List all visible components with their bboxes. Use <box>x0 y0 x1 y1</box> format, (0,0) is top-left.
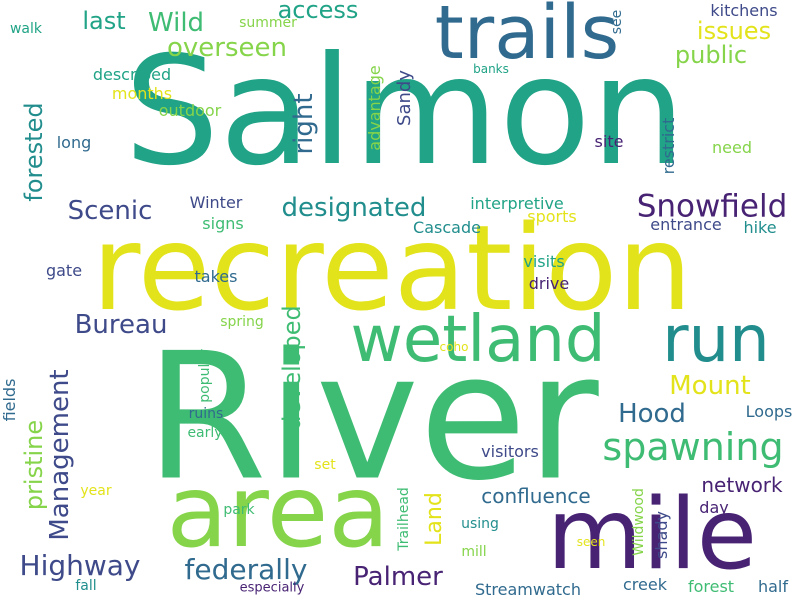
word-spawning: spawning <box>602 425 784 469</box>
word-wild: Wild <box>147 8 205 38</box>
word-popular: popular <box>197 349 213 403</box>
word-set: set <box>314 457 336 473</box>
word-park: park <box>223 502 255 518</box>
word-half: half <box>757 577 789 596</box>
word-scenic: Scenic <box>67 196 153 226</box>
word-fields: fields <box>0 378 19 422</box>
word-visits: visits <box>523 252 565 271</box>
word-hike: hike <box>743 218 777 237</box>
word-issues: issues <box>696 17 772 45</box>
word-especially: especially <box>239 580 305 596</box>
word-designated: designated <box>281 193 427 223</box>
word-outdoor: outdoor <box>158 101 222 120</box>
word-drive: drive <box>528 274 570 293</box>
word-forest: forest <box>687 577 735 596</box>
word-palmer: Palmer <box>353 562 443 592</box>
word-advantage: advantage <box>365 65 384 151</box>
word-loops: Loops <box>745 402 793 421</box>
word-restrict: restrict <box>659 117 678 175</box>
word-bureau: Bureau <box>74 310 168 340</box>
word-wildwood: Wildwood <box>631 488 647 556</box>
word-cascade: Cascade <box>413 218 481 237</box>
word-highway: Highway <box>19 549 141 582</box>
word-kitchens: kitchens <box>710 1 778 20</box>
word-salmon: Salmon <box>124 25 686 199</box>
word-ruins: ruins <box>188 406 224 422</box>
word-need: need <box>712 138 752 157</box>
word-recreation: recreation <box>91 199 693 337</box>
word-mile: mile <box>546 478 758 592</box>
word-day: day <box>699 498 729 517</box>
word-creek: creek <box>623 575 667 594</box>
word-trails: trails <box>434 0 620 76</box>
word-signs: signs <box>202 214 244 233</box>
word-federally: federally <box>184 553 308 586</box>
word-streamwatch: Streamwatch <box>475 580 581 599</box>
word-hood: Hood <box>618 399 686 429</box>
word-run: run <box>662 303 770 377</box>
word-described: described <box>92 65 172 84</box>
word-interpretive: interpretive <box>470 194 564 213</box>
word-fall: fall <box>75 578 97 594</box>
word-confluence: confluence <box>481 484 591 508</box>
word-long: long <box>56 133 92 152</box>
word-early: early <box>187 425 223 441</box>
word-developed: developed <box>278 305 306 431</box>
word-forested: forested <box>20 102 48 202</box>
word-land: Land <box>422 492 447 546</box>
word-seen: seen <box>576 535 606 549</box>
word-network: network <box>701 473 783 497</box>
word-coho: coho <box>439 340 469 354</box>
word-area: area <box>166 453 390 570</box>
word-public: public <box>674 41 748 69</box>
word-walk: walk <box>9 21 43 37</box>
word-year: year <box>80 483 112 499</box>
word-river: River <box>145 316 599 520</box>
word-spring: spring <box>220 314 264 330</box>
word-entrance: entrance <box>650 215 722 234</box>
word-last: last <box>82 7 126 35</box>
word-gate: gate <box>45 261 83 280</box>
word-snowfield: Snowfield <box>636 188 788 225</box>
word-sports: sports <box>527 207 577 226</box>
word-months: months <box>111 84 173 103</box>
word-using: using <box>461 516 499 532</box>
word-winter: Winter <box>189 193 243 212</box>
word-wetland: wetland <box>350 303 606 377</box>
word-access: access <box>277 0 359 24</box>
word-pristine: pristine <box>20 419 48 511</box>
word-summer: summer <box>239 15 297 31</box>
word-takes: takes <box>194 267 238 286</box>
word-overseen: overseen <box>167 33 287 63</box>
word-see: see <box>609 9 625 35</box>
word-visitors: visitors <box>481 442 539 461</box>
word-mill: mill <box>461 544 487 560</box>
word-management: Management <box>45 369 75 541</box>
word-trailhead: Trailhead <box>396 487 412 551</box>
word-mount: Mount <box>669 371 751 401</box>
word-banks: banks <box>473 62 509 76</box>
word-site: site <box>594 132 624 151</box>
word-sandy: Sandy <box>394 70 415 126</box>
word-right: right <box>289 93 319 155</box>
word-shady: shady <box>652 511 671 559</box>
